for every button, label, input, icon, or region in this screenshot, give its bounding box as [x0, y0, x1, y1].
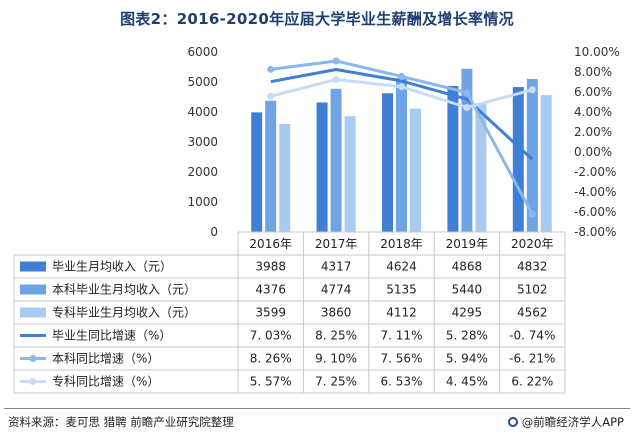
bar: [512, 87, 524, 232]
line-point: [463, 104, 471, 111]
right-axis-tick-label: 2.00%: [574, 125, 612, 139]
data-label: 5135: [386, 283, 417, 297]
bar: [461, 68, 473, 232]
right-axis-tick-label: -2.00%: [574, 165, 616, 179]
bar: [410, 108, 421, 232]
data-label: -0. 74%: [509, 329, 555, 343]
bar: [382, 93, 393, 232]
data-label: 7. 03%: [250, 329, 292, 343]
data-label: 7. 56%: [381, 352, 423, 366]
line-point: [528, 86, 536, 94]
line-point: [332, 76, 340, 83]
chart-title: 图表2：2016-2020年应届大学毕业生薪酬及增长率情况: [120, 10, 514, 28]
data-label: 8. 26%: [250, 352, 292, 366]
data-label: 4774: [321, 283, 352, 297]
data-label: 5. 28%: [446, 329, 488, 343]
legend-swatch: [20, 261, 46, 272]
bar: [316, 102, 328, 233]
legend-label: 专科同比增速（%）: [52, 374, 159, 389]
category-label: 2017年: [315, 237, 358, 251]
bar: [396, 77, 407, 232]
source-note: 资料来源：麦可思 猎聘 前瞻产业研究院整理: [8, 415, 234, 429]
data-label: 6. 22%: [511, 375, 553, 389]
category-label: 2018年: [380, 237, 423, 251]
right-axis-tick-label: 10.00%: [574, 45, 620, 59]
category-label: 2016年: [249, 237, 292, 251]
legend-label: 专科毕业生月均收入（元）: [52, 305, 196, 320]
data-label: 4562: [517, 306, 548, 320]
right-axis-tick-label: 4.00%: [574, 105, 612, 119]
left-axis-tick-label: 0: [210, 225, 218, 239]
left-axis-tick-label: 3000: [187, 135, 218, 149]
data-label: 4295: [452, 306, 483, 320]
data-label: 5. 94%: [446, 352, 488, 366]
brand-label: @前瞻经济学人APP: [521, 415, 624, 429]
brand-logo-icon: [507, 417, 518, 427]
legend-marker: [29, 355, 37, 362]
brand: @前瞻经济学人APP: [507, 414, 624, 430]
data-label: 9. 10%: [315, 352, 357, 366]
bar: [447, 85, 459, 233]
line-point: [267, 92, 275, 100]
data-label: 4112: [386, 306, 417, 320]
right-axis-tick-label: 0.00%: [574, 145, 612, 159]
data-label: 4868: [452, 260, 483, 274]
data-label: 5. 57%: [250, 375, 292, 389]
bar: [251, 112, 263, 232]
left-axis-tick-label: 1000: [187, 195, 218, 209]
category-label: 2020年: [511, 237, 554, 251]
data-label: 8. 25%: [315, 329, 357, 343]
legend-label: 毕业生月均收入（元）: [52, 260, 172, 274]
bar: [526, 78, 538, 232]
data-label: 4317: [321, 260, 352, 274]
data-label: 3599: [255, 306, 286, 320]
series-line: [270, 68, 534, 161]
legend-swatch: [20, 307, 46, 318]
bar: [279, 124, 291, 232]
bar: [540, 95, 552, 232]
line-point: [267, 65, 275, 73]
data-label: 3860: [321, 306, 352, 320]
left-axis-tick-label: 2000: [187, 165, 218, 179]
data-label: -6. 21%: [509, 352, 555, 366]
right-axis-tick-label: 6.00%: [574, 85, 612, 99]
bar: [330, 88, 342, 232]
left-axis-tick-label: 6000: [187, 45, 218, 59]
right-axis-tick-label: -4.00%: [574, 185, 616, 199]
data-label: 4832: [517, 260, 548, 274]
right-axis-tick-label: 8.00%: [574, 65, 612, 79]
line-point: [463, 89, 471, 97]
bar: [344, 116, 356, 232]
data-label: 6. 53%: [381, 375, 423, 389]
line-point: [398, 72, 405, 80]
left-axis-tick-label: 4000: [187, 105, 218, 119]
line-point: [528, 210, 536, 218]
data-label: 5440: [452, 283, 483, 297]
legend-label: 本科毕业生月均收入（元）: [52, 283, 196, 297]
category-label: 2019年: [446, 237, 489, 251]
right-axis-tick-label: -8.00%: [574, 225, 616, 239]
data-label: 4376: [255, 283, 286, 297]
left-axis-tick-label: 5000: [187, 75, 218, 89]
data-label: 4624: [386, 260, 417, 274]
data-label: 4. 45%: [446, 375, 488, 389]
data-label: 7. 11%: [381, 329, 423, 343]
legend-label: 毕业生同比增速（%）: [52, 329, 171, 343]
line-point: [332, 57, 340, 65]
legend-marker: [29, 378, 37, 385]
footer-divider: [4, 408, 630, 409]
legend-label: 本科同比增速（%）: [52, 352, 159, 366]
line-point: [398, 83, 405, 91]
data-label: 7. 25%: [315, 375, 357, 389]
bar: [265, 100, 277, 232]
right-axis-tick-label: -6.00%: [574, 205, 616, 219]
data-label: 3988: [255, 260, 286, 274]
legend-swatch: [20, 284, 46, 295]
data-label: 5102: [517, 283, 548, 297]
bar: [475, 103, 487, 233]
